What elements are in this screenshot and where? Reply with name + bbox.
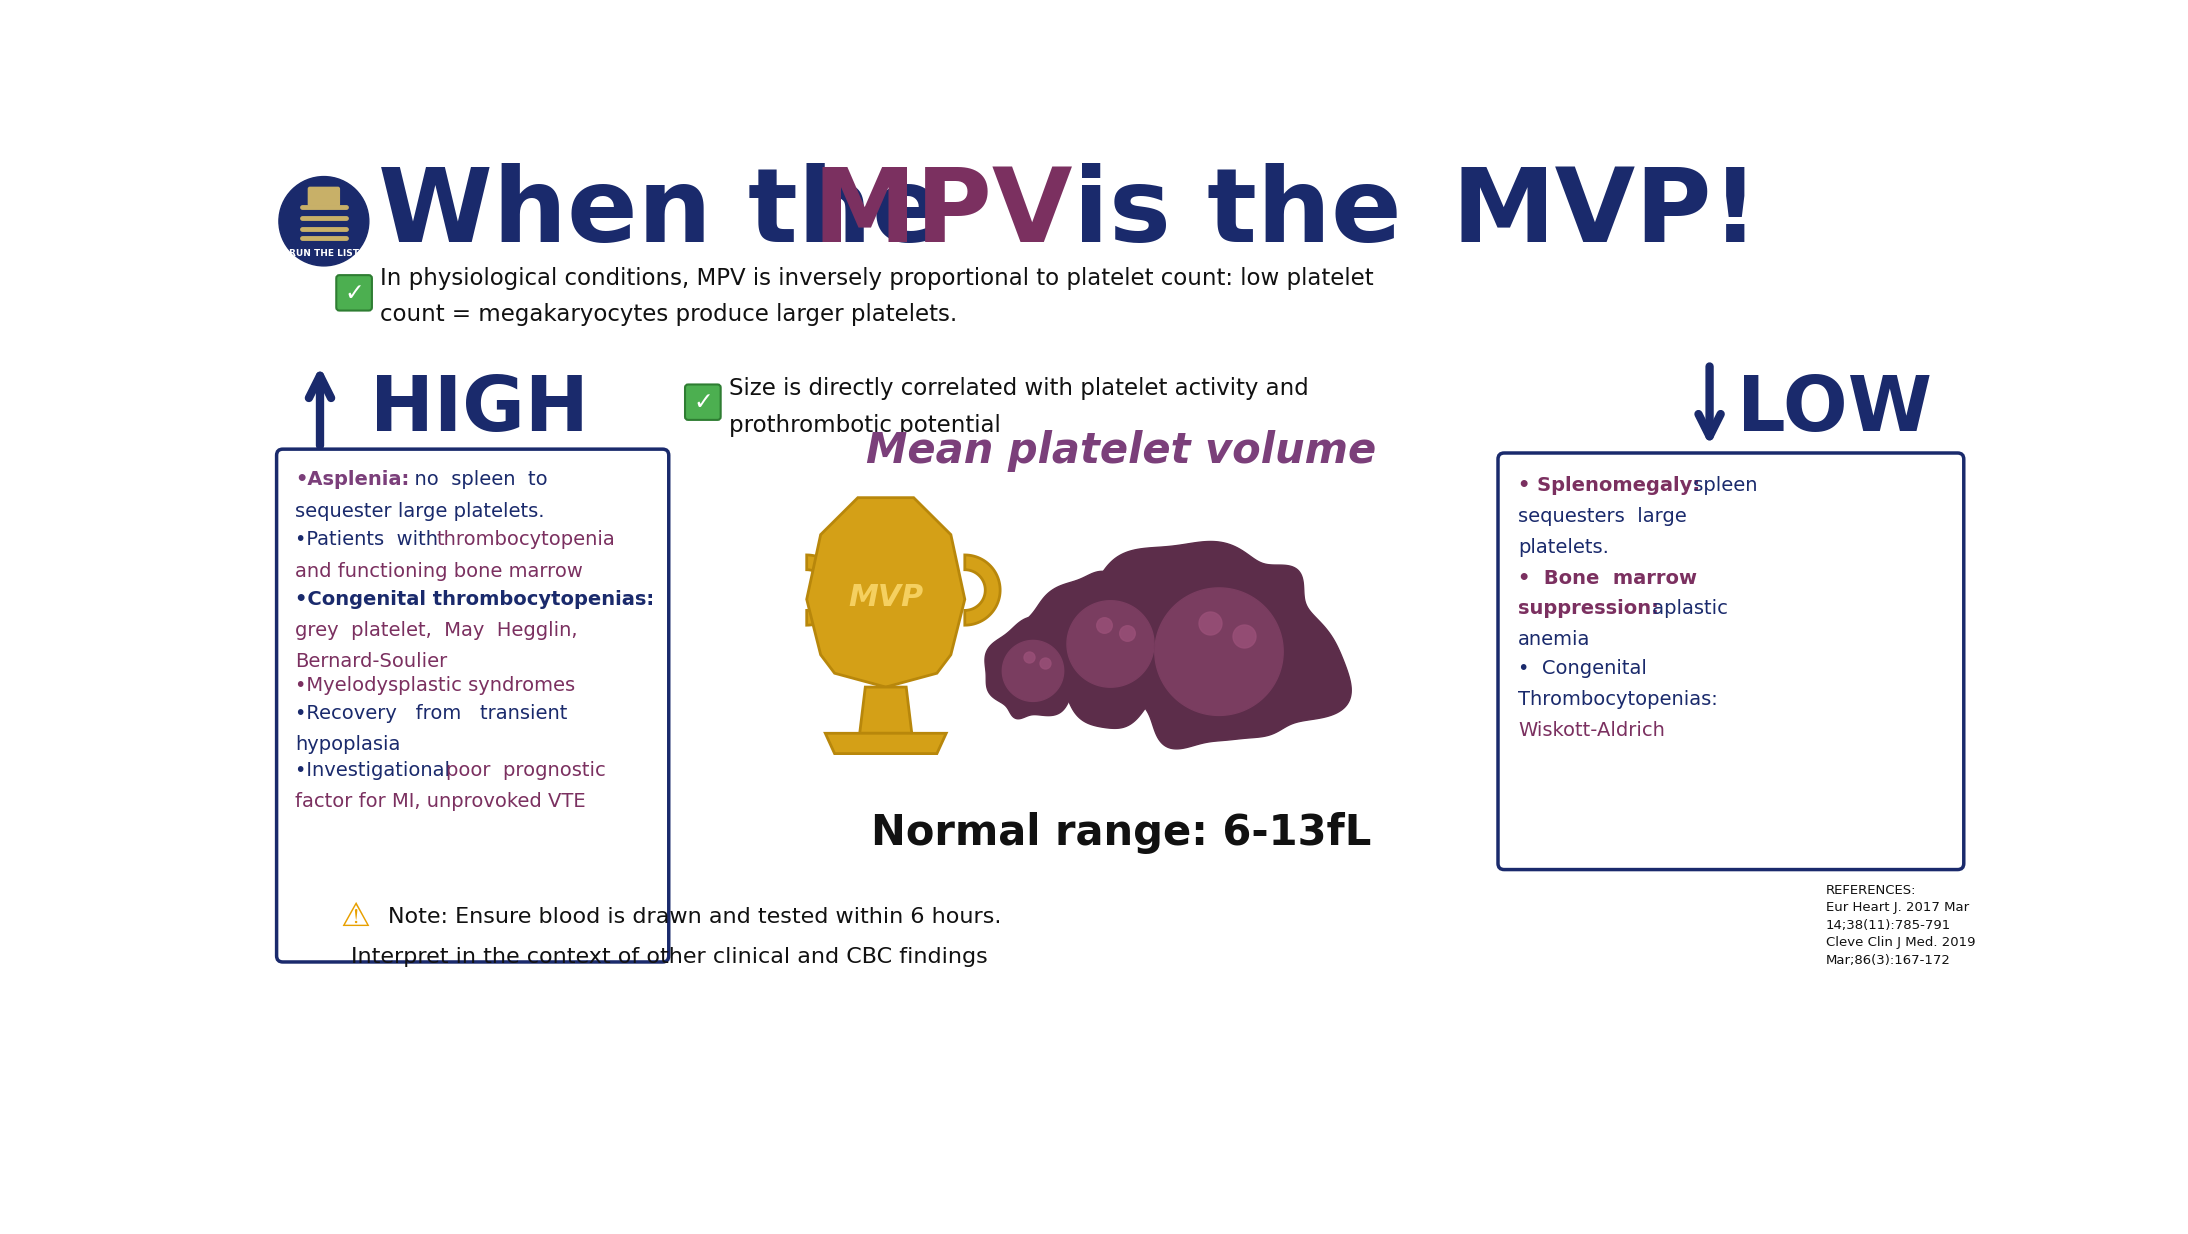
Text: •Investigational: •Investigational xyxy=(295,761,457,780)
Text: •Recovery   from   transient: •Recovery from transient xyxy=(295,705,567,723)
Polygon shape xyxy=(1002,640,1063,701)
Text: factor for MI, unprovoked VTE: factor for MI, unprovoked VTE xyxy=(295,792,586,811)
FancyBboxPatch shape xyxy=(276,449,670,963)
Text: When the: When the xyxy=(379,163,978,264)
Text: aplastic: aplastic xyxy=(1645,600,1729,618)
Text: sequester large platelets.: sequester large platelets. xyxy=(295,502,545,521)
Text: ✓: ✓ xyxy=(344,281,363,305)
Text: is the: is the xyxy=(1037,163,1438,264)
Text: •  Congenital: • Congenital xyxy=(1518,659,1648,679)
Text: Normal range: 6-13fL: Normal range: 6-13fL xyxy=(871,812,1372,854)
Text: •  Bone  marrow: • Bone marrow xyxy=(1518,569,1698,587)
Text: MVP: MVP xyxy=(849,582,923,612)
FancyBboxPatch shape xyxy=(309,188,339,206)
Polygon shape xyxy=(825,733,945,754)
Text: Note: Ensure blood is drawn and tested within 6 hours.: Note: Ensure blood is drawn and tested w… xyxy=(387,907,1002,927)
Text: Wiskott-Aldrich: Wiskott-Aldrich xyxy=(1518,721,1665,740)
Text: MVP!: MVP! xyxy=(1451,163,1759,264)
Text: •Patients  with: •Patients with xyxy=(295,529,444,549)
Text: grey  platelet,  May  Hegglin,: grey platelet, May Hegglin, xyxy=(295,621,578,640)
Text: ✓: ✓ xyxy=(694,390,713,415)
Text: MPV: MPV xyxy=(812,163,1072,264)
Text: REFERENCES:
Eur Heart J. 2017 Mar
14;38(11):785-791
Cleve Clin J Med. 2019
Mar;8: REFERENCES: Eur Heart J. 2017 Mar 14;38(… xyxy=(1825,884,1976,966)
Polygon shape xyxy=(807,497,965,687)
Text: Thrombocytopenias:: Thrombocytopenias: xyxy=(1518,690,1718,710)
Polygon shape xyxy=(807,555,842,626)
FancyBboxPatch shape xyxy=(337,275,372,311)
Text: sequesters  large: sequesters large xyxy=(1518,507,1687,526)
Text: poor  prognostic: poor prognostic xyxy=(446,761,606,780)
Polygon shape xyxy=(1092,542,1352,749)
Polygon shape xyxy=(860,687,912,733)
Polygon shape xyxy=(965,555,1000,626)
Polygon shape xyxy=(1068,601,1153,687)
Polygon shape xyxy=(985,617,1101,718)
Text: •Asplenia:: •Asplenia: xyxy=(295,470,409,489)
Text: ⚠: ⚠ xyxy=(339,901,370,934)
Text: hypoplasia: hypoplasia xyxy=(295,734,400,754)
Text: and functioning bone marrow: and functioning bone marrow xyxy=(295,561,582,580)
Text: Interpret in the context of other clinical and CBC findings: Interpret in the context of other clinic… xyxy=(350,948,987,967)
Text: • Splenomegaly:: • Splenomegaly: xyxy=(1518,476,1700,495)
Text: Mean platelet volume: Mean platelet volume xyxy=(866,431,1376,473)
FancyBboxPatch shape xyxy=(685,385,720,420)
Polygon shape xyxy=(1155,587,1282,716)
Text: platelets.: platelets. xyxy=(1518,538,1608,557)
FancyBboxPatch shape xyxy=(1499,453,1965,870)
Circle shape xyxy=(278,176,370,265)
Text: In physiological conditions, MPV is inversely proportional to platelet count: lo: In physiological conditions, MPV is inve… xyxy=(381,268,1374,290)
Text: anemia: anemia xyxy=(1518,631,1591,649)
Text: RUN THE LIST: RUN THE LIST xyxy=(289,249,359,258)
Polygon shape xyxy=(1009,571,1179,728)
Text: no  spleen  to: no spleen to xyxy=(403,470,547,489)
Text: suppression:: suppression: xyxy=(1518,600,1659,618)
Text: Bernard-Soulier: Bernard-Soulier xyxy=(295,652,449,670)
Text: thrombocytopenia: thrombocytopenia xyxy=(435,529,615,549)
Text: Size is directly correlated with platelet activity and: Size is directly correlated with platele… xyxy=(729,376,1308,400)
Text: •Congenital thrombocytopenias:: •Congenital thrombocytopenias: xyxy=(295,590,654,610)
Text: LOW: LOW xyxy=(1737,373,1932,447)
Text: count = megakaryocytes produce larger platelets.: count = megakaryocytes produce larger pl… xyxy=(381,302,958,326)
Text: •Myelodysplastic syndromes: •Myelodysplastic syndromes xyxy=(295,676,575,695)
Text: spleen: spleen xyxy=(1687,476,1757,495)
Text: HIGH: HIGH xyxy=(370,373,589,447)
Text: prothrombotic potential: prothrombotic potential xyxy=(729,413,1000,437)
